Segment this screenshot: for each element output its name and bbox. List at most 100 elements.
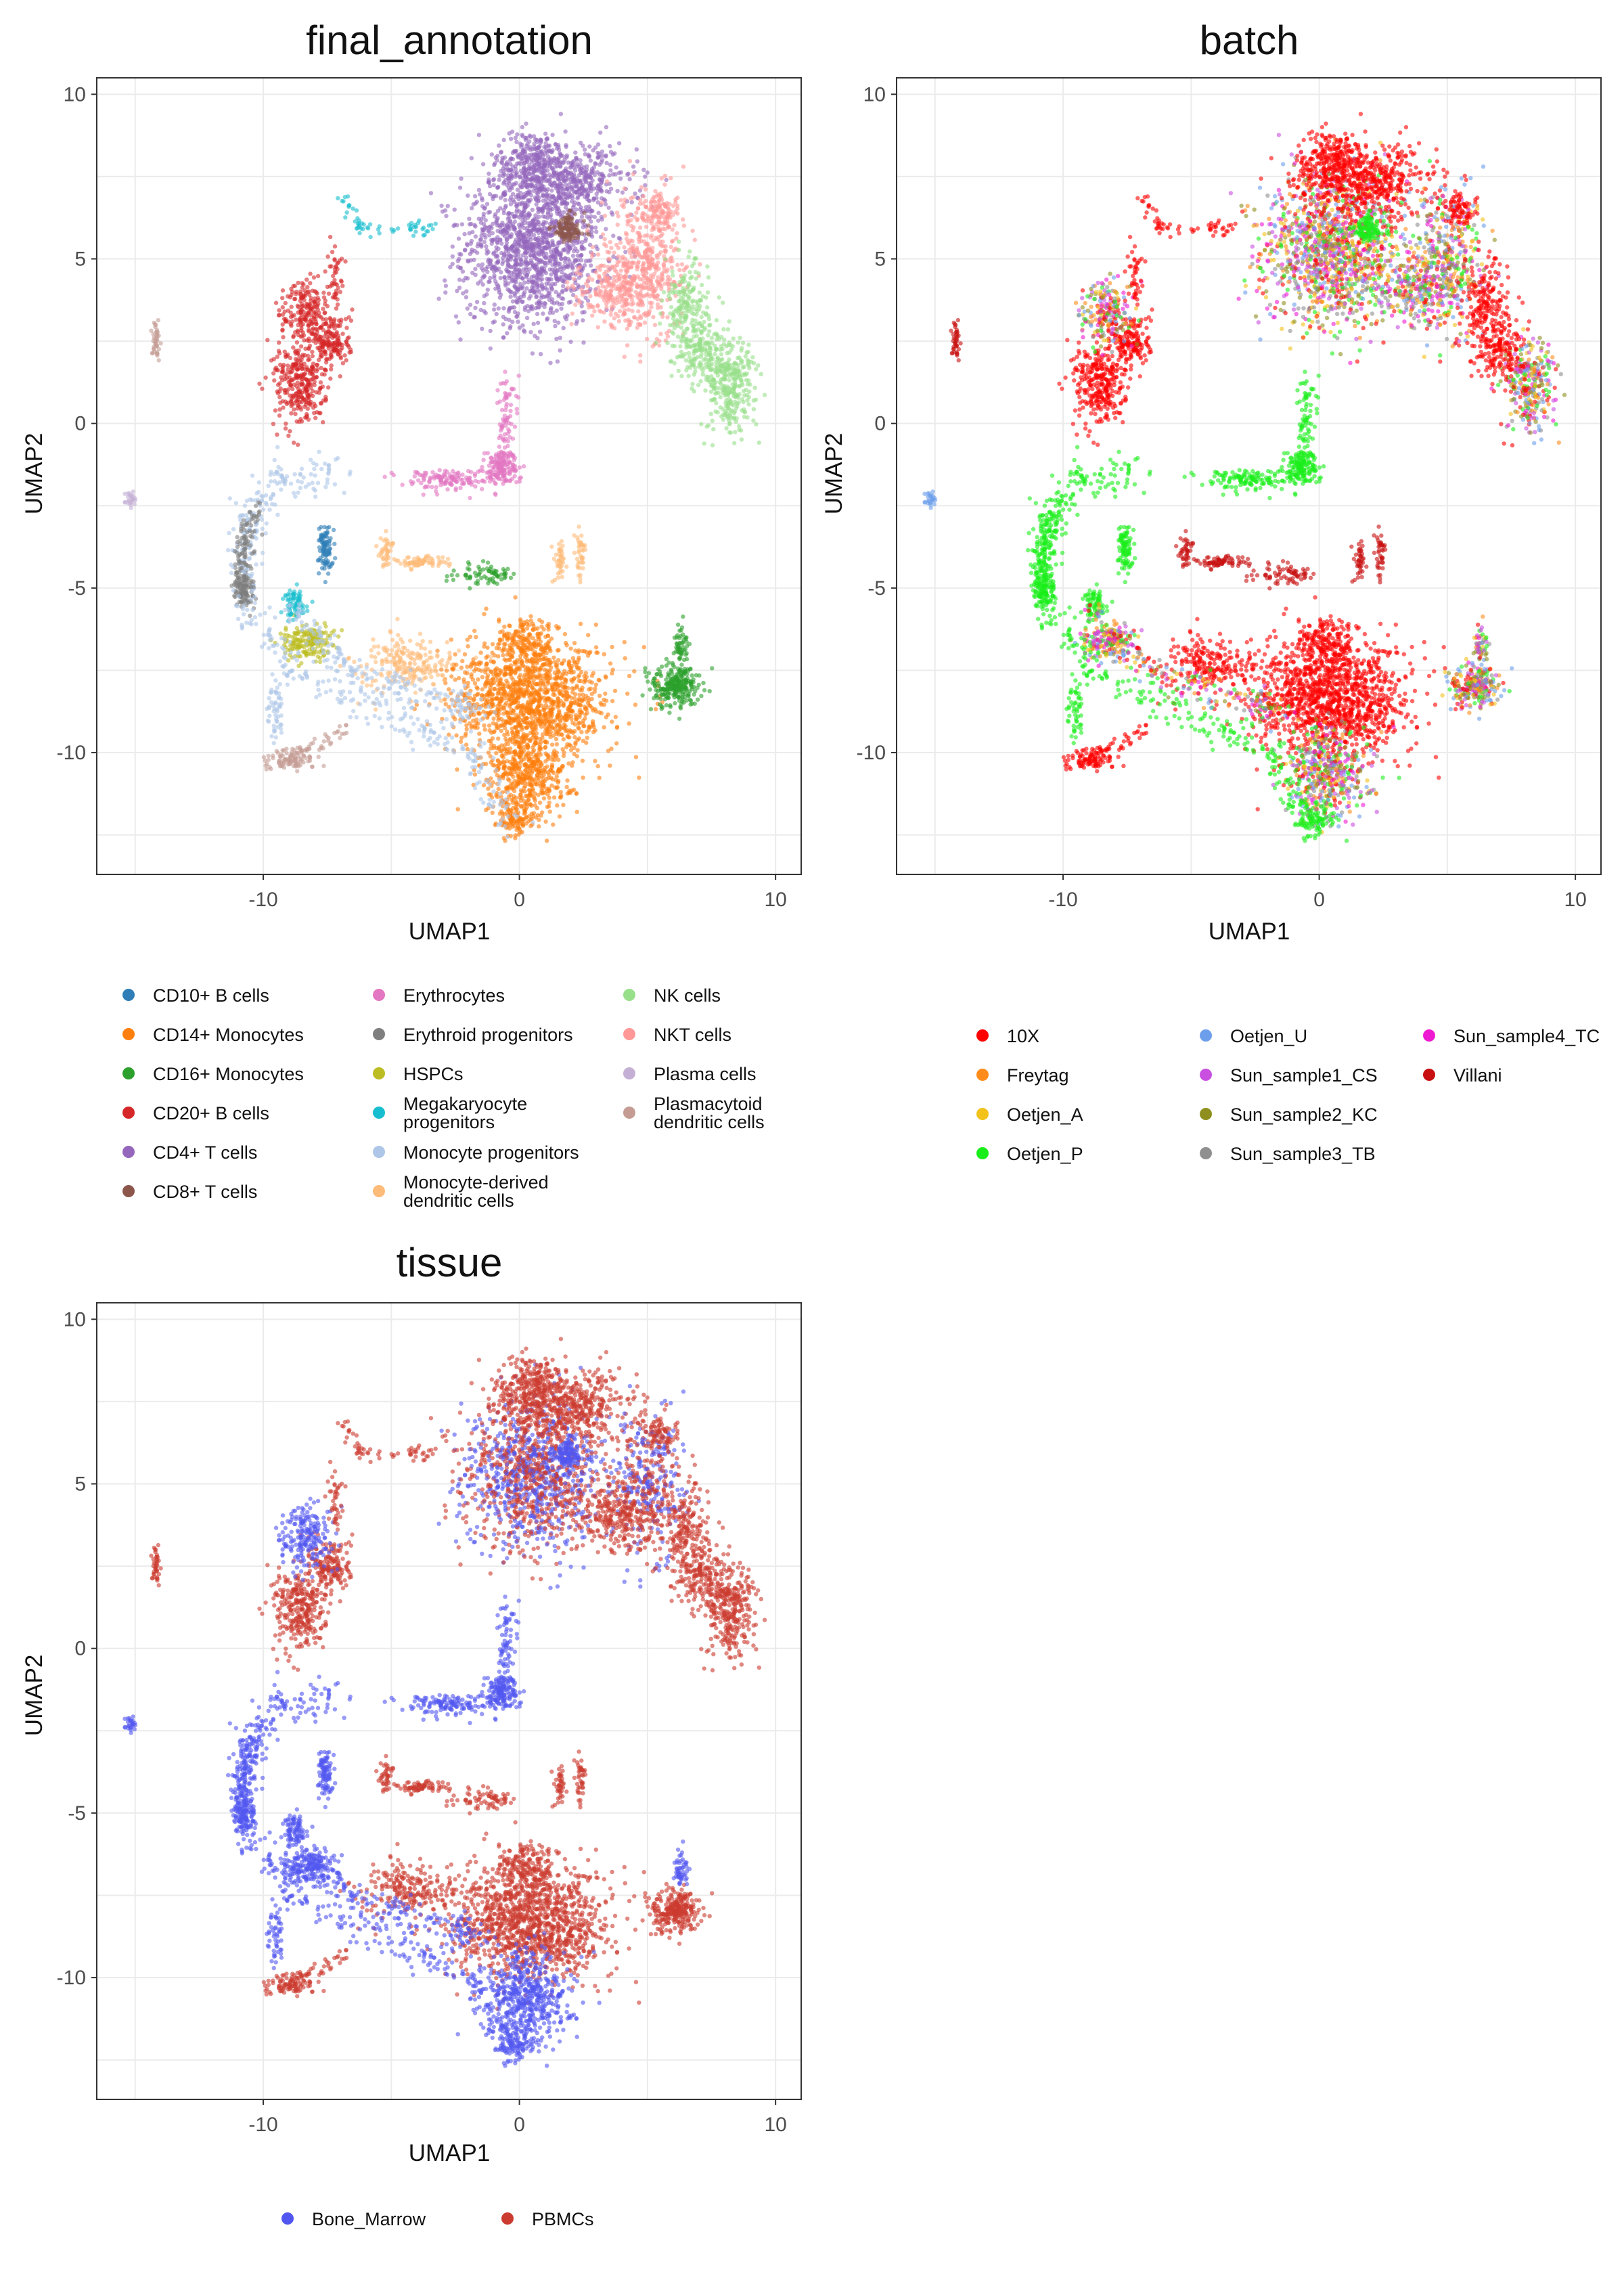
data-point [660,298,664,303]
data-point [578,179,582,183]
data-point [499,428,503,432]
data-point [511,299,515,303]
data-point [466,259,470,263]
data-point [300,334,304,338]
data-point [561,296,565,300]
data-point [328,235,332,239]
data-point [564,145,568,149]
data-point [703,388,707,393]
data-point [513,219,517,223]
data-point [514,231,518,235]
data-point [280,370,284,374]
data-point [534,275,538,280]
data-point [630,200,634,204]
data-point [438,468,442,472]
data-point [516,249,520,253]
data-point [349,350,353,354]
data-point [683,319,687,323]
data-point [513,424,517,428]
data-point [523,170,527,174]
data-point [559,112,563,116]
data-point [484,218,488,222]
data-point [155,338,159,342]
data-point [693,349,697,353]
data-point [663,204,667,208]
data-point [499,251,503,255]
data-point [595,247,600,251]
data-point [556,143,560,147]
data-point [529,258,533,262]
data-point [732,416,736,420]
data-point [475,200,479,204]
data-point [658,332,662,336]
data-point [655,255,659,259]
data-point [543,215,547,219]
data-point [277,414,281,418]
data-point [572,227,577,231]
data-point [482,480,487,484]
data-point [157,358,161,362]
data-point [647,312,651,316]
data-point [699,422,703,426]
data-point [727,378,731,382]
data-point [318,411,322,415]
data-point [306,407,310,411]
data-point [596,325,600,329]
data-point [518,466,522,470]
data-point [586,152,590,156]
data-point [531,265,535,269]
data-point [465,242,469,246]
data-point [422,478,426,482]
data-point [273,408,277,412]
data-point [524,122,528,126]
data-point [549,188,554,192]
data-point [596,211,600,215]
data-point [328,316,332,320]
data-point [295,399,299,403]
data-point [635,159,639,163]
data-point [295,340,299,344]
data-point [335,282,339,286]
data-point [566,238,570,242]
data-point [575,196,579,200]
data-point [663,282,667,286]
data-point [481,162,485,166]
data-point [432,476,436,481]
data-point [502,138,506,142]
data-point [630,309,634,313]
data-point [715,333,719,337]
data-point [486,288,490,292]
data-point [554,337,558,341]
data-point [560,302,564,306]
data-point [508,294,512,298]
data-point [294,363,298,367]
data-point [740,437,744,441]
data-point [572,231,576,236]
data-point [619,269,623,273]
data-point [390,471,394,475]
data-point [133,496,137,500]
data-point [640,264,644,268]
data-point [340,284,344,288]
data-point [338,324,342,328]
data-point [155,328,159,332]
data-point [669,374,673,378]
data-point [641,285,645,289]
data-point [153,322,157,326]
data-point [541,241,545,245]
data-point [571,205,575,209]
data-point [489,259,493,263]
data-point [624,297,628,301]
data-point [304,377,308,381]
data-point [545,150,549,154]
data-point [335,342,339,346]
data-point [470,230,474,234]
data-point [506,212,510,216]
data-point [590,313,594,317]
data-point [584,290,588,294]
data-point [562,220,566,224]
data-point [732,441,736,445]
data-point [289,293,293,297]
data-point [600,200,604,204]
data-point [698,360,702,364]
